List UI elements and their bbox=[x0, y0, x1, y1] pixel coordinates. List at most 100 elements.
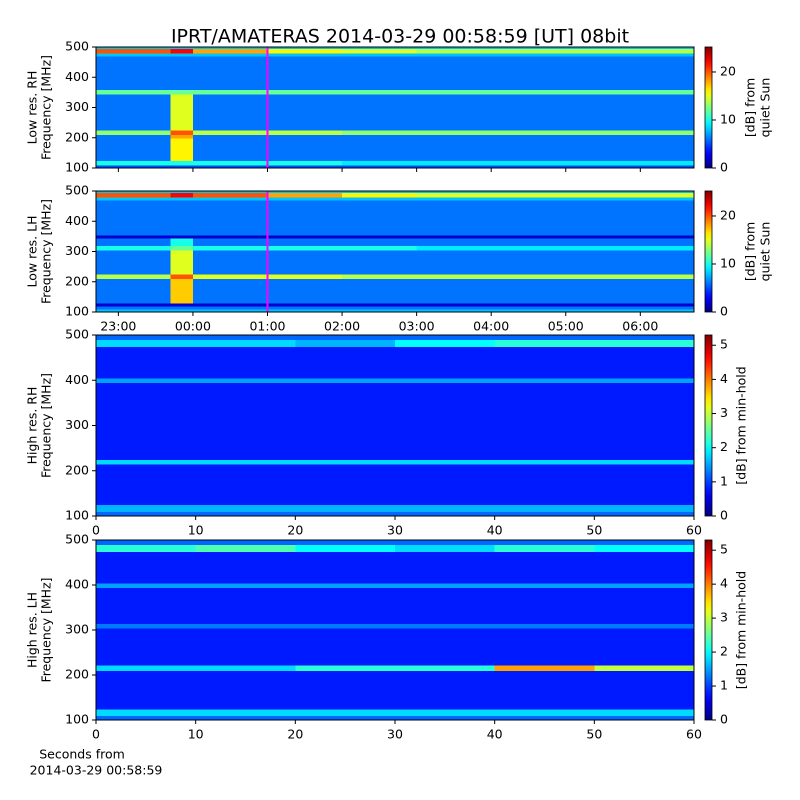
heatmap-cell bbox=[192, 56, 268, 90]
heatmap-cell bbox=[267, 53, 343, 57]
heatmap-cell bbox=[594, 551, 695, 584]
heatmap-cell bbox=[491, 53, 567, 57]
heatmap-cell bbox=[594, 511, 695, 517]
heatmap-cell bbox=[295, 544, 396, 552]
heatmap-cell bbox=[594, 463, 695, 506]
heatmap-cell bbox=[565, 53, 695, 57]
x-tick-label: 04:00 bbox=[473, 319, 509, 334]
y-tick-label: 200 bbox=[65, 273, 89, 288]
heatmap-cell bbox=[594, 582, 695, 588]
heatmap-cell bbox=[295, 551, 396, 584]
heatmap-cell bbox=[416, 308, 492, 313]
heatmap-cell bbox=[395, 715, 496, 721]
heatmap-cell bbox=[395, 587, 496, 624]
heatmap-cell bbox=[96, 551, 197, 584]
heatmap-cell bbox=[342, 160, 418, 166]
heatmap-cell bbox=[96, 587, 197, 624]
y-axis-label: High res. RH bbox=[25, 387, 40, 465]
heatmap-cell bbox=[192, 237, 268, 246]
heatmap-cell bbox=[565, 302, 695, 307]
heatmap-cell bbox=[342, 164, 418, 169]
colorbar-tick-label: 2 bbox=[720, 644, 728, 659]
x-tick-label: 50 bbox=[586, 523, 602, 538]
heatmap-cell bbox=[565, 56, 695, 90]
heatmap-cell bbox=[170, 164, 194, 169]
heatmap-cell bbox=[170, 47, 194, 50]
heatmap-cell bbox=[342, 192, 418, 198]
heatmap-cell bbox=[565, 305, 695, 310]
heatmap-cell bbox=[195, 582, 296, 588]
colorbar-label: quiet Sun bbox=[758, 78, 773, 138]
x-tick-label: 40 bbox=[487, 727, 503, 742]
heatmap-cell bbox=[416, 200, 492, 236]
x-tick-label: 20 bbox=[287, 727, 303, 742]
y-tick-label: 300 bbox=[65, 243, 89, 258]
heatmap-cell bbox=[195, 551, 296, 584]
heatmap-cell bbox=[195, 459, 296, 465]
heatmap-cell bbox=[491, 137, 567, 161]
heatmap-cell bbox=[342, 234, 418, 239]
heatmap-cell bbox=[494, 382, 595, 460]
x-tick-label: 03:00 bbox=[399, 319, 435, 334]
heatmap-cell bbox=[491, 274, 567, 280]
heatmap-cell bbox=[96, 197, 172, 201]
y-tick-label: 500 bbox=[65, 327, 89, 342]
heatmap-cell bbox=[96, 137, 172, 161]
heatmap-cell bbox=[267, 278, 343, 304]
heatmap-cell bbox=[395, 544, 496, 552]
heatmap-cell bbox=[395, 623, 496, 629]
heatmap-cell bbox=[96, 544, 197, 552]
heatmap-cell bbox=[96, 234, 172, 239]
colorbar-tick-label: 2 bbox=[720, 439, 728, 454]
heatmap-cell bbox=[491, 249, 567, 275]
colorbar-label: [dB] from bbox=[743, 222, 758, 281]
heatmap-cell bbox=[565, 134, 695, 139]
heatmap-cell bbox=[192, 308, 268, 313]
heatmap-cell bbox=[195, 463, 296, 506]
heatmap-cell bbox=[565, 130, 695, 136]
y-tick-label: 300 bbox=[65, 622, 89, 637]
x-tick-label: 23:00 bbox=[100, 319, 136, 334]
heatmap-cell bbox=[416, 274, 492, 280]
heatmap-cell bbox=[195, 540, 296, 545]
y-tick-label: 500 bbox=[65, 39, 89, 54]
heatmap-cell bbox=[96, 665, 197, 671]
heatmap-cell bbox=[342, 137, 418, 161]
heatmap-cell bbox=[96, 160, 172, 166]
heatmap-cell bbox=[416, 53, 492, 57]
heatmap-cell bbox=[96, 715, 197, 721]
colorbar-tick-label: 4 bbox=[720, 576, 728, 591]
heatmap-cell bbox=[192, 130, 268, 136]
heatmap-cell bbox=[565, 234, 695, 239]
heatmap-cell bbox=[295, 540, 396, 545]
heatmap-cell bbox=[267, 302, 343, 307]
heatmap-cell bbox=[267, 234, 343, 239]
heatmap-cell bbox=[565, 278, 695, 304]
heatmap-cell bbox=[195, 623, 296, 629]
heatmap-cell bbox=[491, 305, 567, 310]
heatmap-cell bbox=[192, 305, 268, 310]
colorbar-tick-label: 20 bbox=[720, 63, 736, 78]
heatmap-cell bbox=[267, 56, 343, 90]
heatmap-cell bbox=[170, 134, 194, 139]
heatmap-cell bbox=[192, 191, 268, 194]
heatmap-cell bbox=[96, 278, 172, 304]
heatmap-cell bbox=[565, 249, 695, 275]
heatmap-cell bbox=[565, 197, 695, 201]
heatmap-cell bbox=[295, 382, 396, 460]
heatmap-cell bbox=[295, 504, 396, 512]
heatmap-cell bbox=[295, 339, 396, 347]
heatmap-cell bbox=[267, 237, 343, 246]
heatmap-cell bbox=[395, 463, 496, 506]
heatmap-cell bbox=[594, 335, 695, 341]
heatmap-cell bbox=[267, 93, 343, 131]
heatmap-cell bbox=[491, 164, 567, 169]
colorbar-tick-label: 1 bbox=[720, 678, 728, 693]
heatmap-cell bbox=[192, 192, 268, 198]
heatmap-cell bbox=[195, 715, 296, 721]
heatmap-cell bbox=[491, 160, 567, 166]
heatmap-cell bbox=[565, 200, 695, 236]
heatmap-cell bbox=[594, 544, 695, 552]
heatmap-cell bbox=[342, 274, 418, 280]
